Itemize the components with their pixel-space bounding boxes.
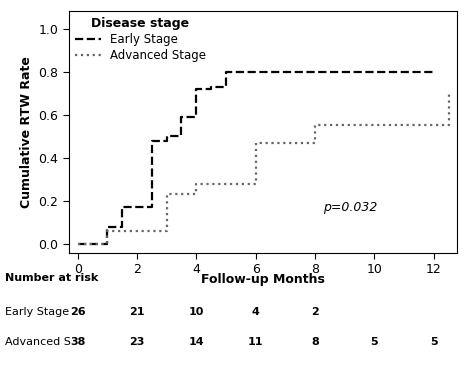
Text: 10: 10 xyxy=(189,307,204,317)
Legend: Early Stage, Advanced Stage: Early Stage, Advanced Stage xyxy=(72,15,209,64)
Text: 5: 5 xyxy=(371,337,378,348)
Text: 26: 26 xyxy=(70,307,85,317)
Text: 21: 21 xyxy=(129,307,145,317)
Text: 23: 23 xyxy=(129,337,145,348)
Text: Early Stage: Early Stage xyxy=(5,307,69,317)
Text: Follow-up Months: Follow-up Months xyxy=(201,273,325,286)
Text: 8: 8 xyxy=(311,337,319,348)
Y-axis label: Cumulative RTW Rate: Cumulative RTW Rate xyxy=(20,56,33,208)
Text: 11: 11 xyxy=(248,337,264,348)
Text: Number at risk: Number at risk xyxy=(5,273,98,284)
Text: 5: 5 xyxy=(430,337,438,348)
Text: 4: 4 xyxy=(252,307,260,317)
Text: 2: 2 xyxy=(311,307,319,317)
Text: p=0.032: p=0.032 xyxy=(323,201,378,214)
Text: Advanced S: Advanced S xyxy=(5,337,71,348)
Text: 38: 38 xyxy=(70,337,85,348)
Text: 14: 14 xyxy=(189,337,204,348)
